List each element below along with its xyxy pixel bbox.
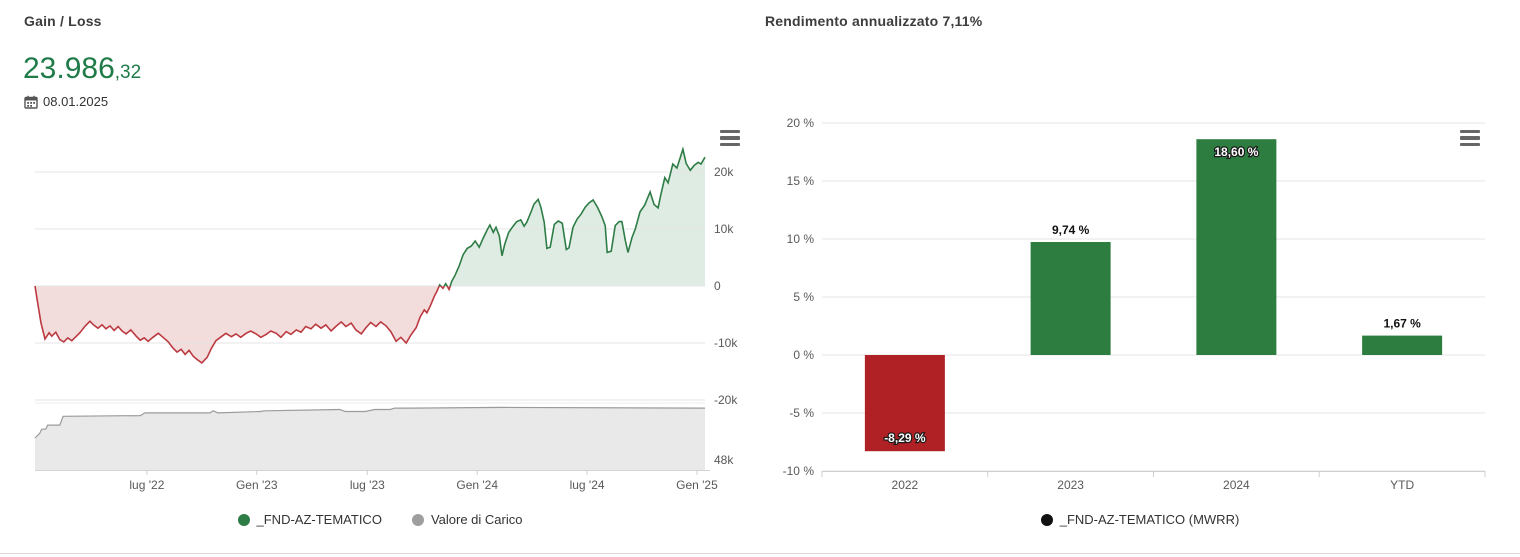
- gain-loss-value-int: 23.986: [23, 52, 115, 85]
- svg-text:48k: 48k: [714, 453, 734, 467]
- svg-text:20 %: 20 %: [787, 116, 815, 130]
- svg-text:lug '22: lug '22: [129, 478, 164, 492]
- gain-loss-value-decimals: ,32: [114, 62, 142, 83]
- annualized-return-chart: 20 % 15 % 10 % 5 % 0 % -5 % -10 % -8,29 % 2022 9,…: [783, 116, 1486, 492]
- legend-label: Valore di Carico: [430, 512, 523, 527]
- legend-item-fund-mwrr[interactable]: _FND-AZ-TEMATICO (MWRR): [1040, 512, 1240, 527]
- svg-text:9,74 %: 9,74 %: [1052, 223, 1090, 237]
- legend-item-cost[interactable]: Valore di Carico: [411, 512, 523, 527]
- svg-text:Gen '23: Gen '23: [236, 478, 278, 492]
- gain-loss-value: 23.986,32: [23, 52, 141, 86]
- svg-text:20k: 20k: [714, 165, 734, 179]
- svg-text:10k: 10k: [714, 222, 734, 236]
- svg-text:2023: 2023: [1057, 478, 1084, 492]
- annualized-return-title: Rendimento annualizzato 7,11%: [765, 13, 983, 29]
- valuation-date: 08.01.2025: [24, 94, 108, 109]
- svg-text:-10 %: -10 %: [783, 464, 815, 478]
- svg-text:10 %: 10 %: [787, 232, 815, 246]
- gain-loss-chart: 20k 10k 0 -10k -20k 48k lug '22 Gen '23 lug '23 G…: [34, 146, 738, 492]
- svg-text:-10k: -10k: [714, 336, 738, 350]
- legend-marker: [1040, 513, 1053, 526]
- svg-text:-8,29 %: -8,29 %: [884, 431, 926, 445]
- svg-text:lug '23: lug '23: [350, 478, 385, 492]
- svg-text:0: 0: [714, 279, 721, 293]
- svg-text:2022: 2022: [892, 478, 919, 492]
- svg-text:Gen '24: Gen '24: [456, 478, 498, 492]
- legend-label: _FND-AZ-TEMATICO (MWRR): [1059, 512, 1240, 527]
- svg-text:18,60 %: 18,60 %: [1214, 145, 1258, 159]
- bottom-divider: [0, 553, 1520, 554]
- chart-menu-icon[interactable]: [720, 130, 740, 146]
- svg-text:15 %: 15 %: [787, 174, 815, 188]
- svg-text:lug '24: lug '24: [570, 478, 605, 492]
- svg-text:YTD: YTD: [1390, 478, 1414, 492]
- svg-text:Gen '25: Gen '25: [676, 478, 718, 492]
- chart-menu-icon[interactable]: [1460, 130, 1480, 146]
- svg-text:2024: 2024: [1223, 478, 1250, 492]
- svg-text:0 %: 0 %: [793, 348, 814, 362]
- gain-loss-title: Gain / Loss: [24, 13, 102, 29]
- legend-marker: [411, 513, 424, 526]
- annualized-return-legend: _FND-AZ-TEMATICO (MWRR): [760, 512, 1520, 527]
- gain-loss-legend: _FND-AZ-TEMATICO Valore di Carico: [0, 512, 760, 527]
- legend-item-fund[interactable]: _FND-AZ-TEMATICO: [237, 512, 382, 527]
- legend-label: _FND-AZ-TEMATICO: [256, 512, 382, 527]
- svg-text:-20k: -20k: [714, 393, 738, 407]
- legend-marker: [237, 513, 250, 526]
- valuation-date-label: 08.01.2025: [43, 94, 109, 109]
- svg-text:5 %: 5 %: [793, 290, 814, 304]
- calendar-icon: [24, 95, 38, 109]
- svg-text:1,67 %: 1,67 %: [1383, 317, 1421, 331]
- svg-text:-5 %: -5 %: [789, 406, 814, 420]
